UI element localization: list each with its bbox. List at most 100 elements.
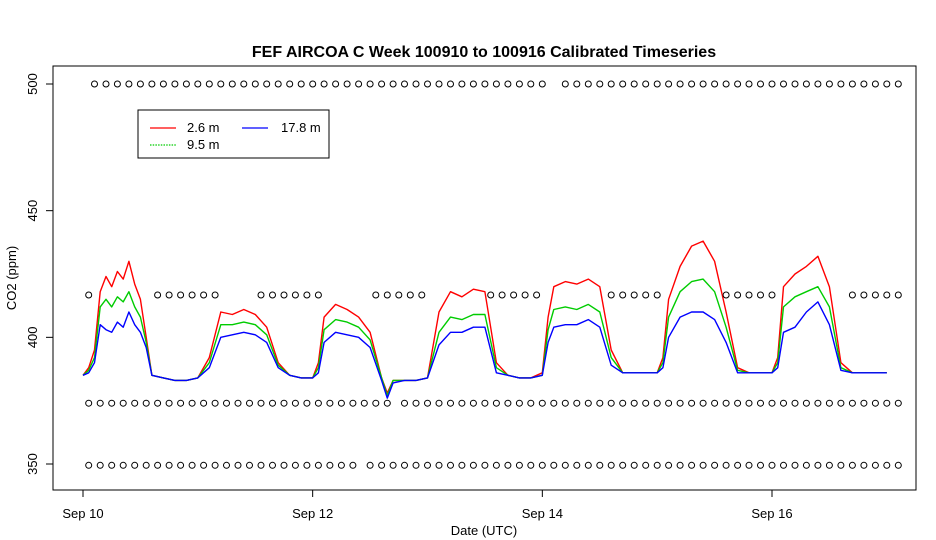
flag-marker [584,399,592,407]
flag-marker [269,461,276,469]
flag-marker [165,399,173,407]
flag-marker [883,399,891,407]
flag-marker [481,461,489,469]
flag-marker [688,80,696,88]
y-axis: 350 400 450 500 [25,73,54,475]
flag-marker [550,461,558,469]
flag-marker [234,399,242,407]
flag-marker [757,80,764,88]
flag-marker [711,461,719,469]
flag-marker [177,291,185,299]
flag-marker [257,291,265,299]
flag-marker [401,461,408,469]
flag-marker [280,291,288,299]
flag-marker [492,461,500,469]
flag-marker [337,461,345,469]
flag-marker [745,399,753,407]
flag-marker [699,80,707,88]
flag-marker [630,291,638,299]
flag-marker [142,399,150,407]
flag-marker [722,399,730,407]
flag-marker [596,461,604,469]
flag-marker [745,291,753,299]
flag-marker [860,80,868,88]
legend-label-17-8m: 17.8 m [281,120,321,135]
flag-marker [665,461,673,469]
flag-marker [688,461,696,469]
flag-marker [757,291,764,299]
flag-marker [96,399,104,407]
flag-marker [561,399,569,407]
flag-marker [837,461,845,469]
flag-marker [837,80,845,88]
flag-marker [113,80,121,88]
flag-marker [171,80,179,88]
flag-marker [269,399,276,407]
flag-marker [154,291,162,299]
flag-marker [412,80,420,88]
flag-marker [630,80,638,88]
flag-marker [883,461,891,469]
flag-marker [177,399,185,407]
flag-marker [154,461,162,469]
flag-marker [458,461,466,469]
flag-marker [406,291,414,299]
flag-marker [561,461,569,469]
flag-marker [211,461,219,469]
flag-marker [504,461,512,469]
flag-marker [699,461,707,469]
flag-marker [343,80,351,88]
series-layer [82,240,887,399]
flag-marker [607,80,615,88]
flag-marker [291,399,299,407]
flag-marker [314,461,322,469]
flag-marker [780,399,787,407]
flag-marker [131,461,139,469]
flag-marker [848,461,856,469]
flag-marker [515,80,523,88]
flag-marker [125,80,133,88]
x-tick-label: Sep 16 [751,506,792,521]
flag-marker [458,399,466,407]
flag-marker [447,399,454,407]
flag-marker [165,461,173,469]
x-ticks: Sep 10 Sep 12 Sep 14 Sep 16 [62,490,793,521]
flag-marker [538,399,546,407]
flag-marker [332,80,340,88]
flag-marker [642,80,650,88]
flag-marker [223,461,230,469]
flag-marker [894,399,902,407]
flag-marker [188,461,196,469]
flag-marker [269,291,276,299]
flag-marker [814,399,822,407]
flag-marker [676,461,684,469]
flag-marker [757,399,764,407]
series-line-17-8-m [82,301,887,399]
flag-marker [188,399,196,407]
flag-marker [607,291,615,299]
flag-marker [538,80,546,88]
flag-marker [469,399,477,407]
flag-marker [424,399,431,407]
flag-marker [607,461,615,469]
flag-marker [734,461,742,469]
flag-marker [711,80,719,88]
flag-marker [274,80,282,88]
flag-marker [642,461,650,469]
flag-marker [814,461,822,469]
flag-marker [745,461,753,469]
x-tick-label: Sep 14 [522,506,563,521]
flag-marker [642,399,650,407]
flag-marker [326,399,334,407]
flag-marker [745,80,753,88]
flag-marker [492,80,500,88]
flag-marker [337,399,345,407]
flag-marker [573,80,581,88]
flag-marker [200,291,208,299]
flag-marker [159,80,167,88]
flag-marker [223,399,230,407]
flag-marker [860,461,868,469]
x-tick-label: Sep 12 [292,506,333,521]
flag-marker [780,80,787,88]
flag-marker [424,80,431,88]
